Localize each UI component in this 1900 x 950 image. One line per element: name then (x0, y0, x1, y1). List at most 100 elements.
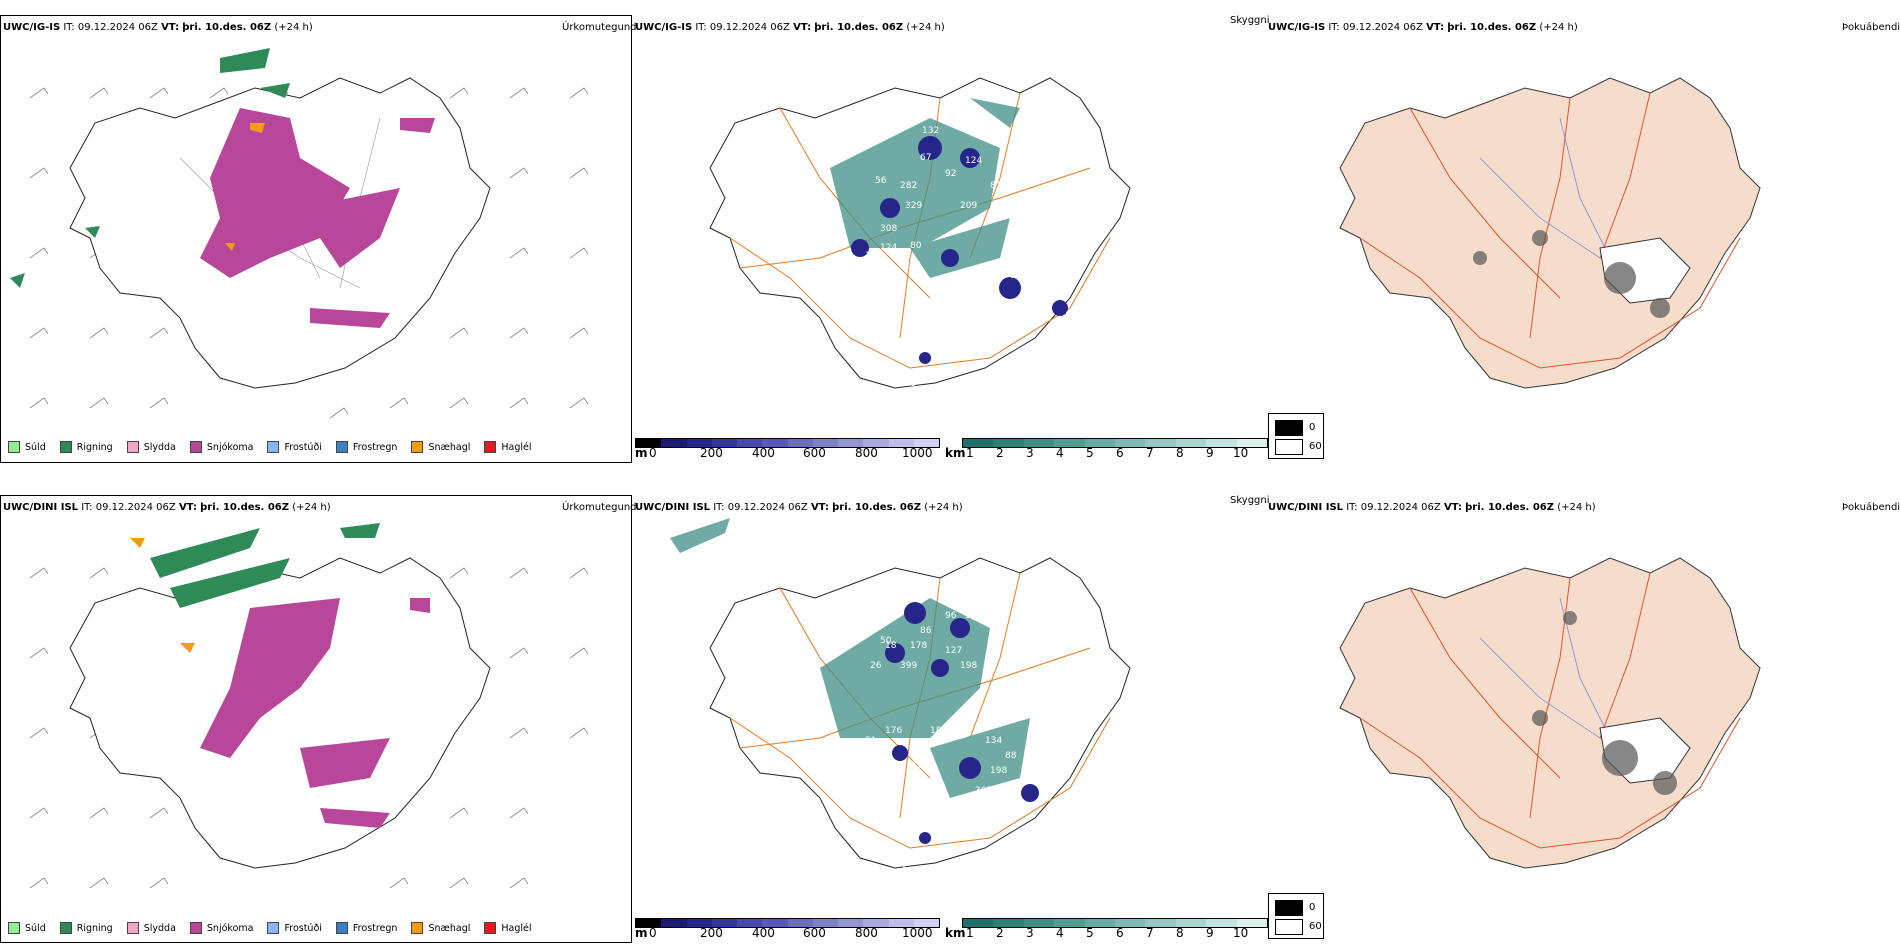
fog-index-areas (1532, 611, 1677, 795)
fog-index-areas (1473, 230, 1670, 318)
legend-item: Snjókoma (189, 922, 253, 934)
wind-barbs (29, 567, 589, 889)
model-name: UWC/IG-IS (3, 22, 61, 33)
legend-item: Frostúði (267, 922, 322, 934)
svg-text:198: 198 (1000, 783, 1017, 793)
terrain-overlap-areas (851, 136, 1068, 364)
svg-text:132: 132 (922, 126, 939, 136)
tick: 0 (649, 446, 657, 460)
svg-text:399: 399 (900, 661, 917, 671)
svg-text:209: 209 (960, 201, 977, 211)
precip-snowpellets (130, 538, 195, 653)
fog-legend-top: 0 60 (1268, 413, 1324, 459)
tick: 8 (1176, 446, 1184, 460)
panel-title-top-fog: UWC/IG-IS IT: 09.12.2024 06Z VT: þri. 10… (1268, 22, 1578, 33)
visibility-value-labels: 70 96 36 86 18 178 127 198 50 26 399 176 182 1348… (865, 596, 1057, 899)
svg-text:96: 96 (945, 611, 957, 621)
fog-legend-bottom: 0 60 (1268, 893, 1324, 939)
panel-type-fog-top: Þokuábendi (1842, 22, 1900, 33)
panel-title-bottom-fog: UWC/DINI ISL IT: 09.12.2024 06Z VT: þri.… (1268, 502, 1596, 513)
tick: 400 (752, 926, 775, 940)
legend-item: Haglél (484, 441, 532, 453)
tick: 6 (1116, 926, 1124, 940)
tick: 3 (1026, 446, 1034, 460)
tick: 6 (1116, 446, 1124, 460)
svg-text:10: 10 (902, 866, 914, 876)
svg-text:182: 182 (930, 726, 947, 736)
svg-text:198: 198 (960, 661, 977, 671)
tick: 9 (1206, 926, 1214, 940)
tick: 800 (855, 926, 878, 940)
tick: 5 (1086, 926, 1094, 940)
svg-text:127: 127 (945, 646, 962, 656)
panel-title-bottom-visibility: UWC/DINI ISL IT: 09.12.2024 06Z VT: þri.… (635, 502, 963, 513)
tick: 7 (1146, 926, 1154, 940)
tick: 4 (1056, 926, 1064, 940)
legend-item: Snæhagl (411, 441, 470, 453)
visibility-unit-top: km (945, 446, 966, 460)
tick: 1 (966, 446, 974, 460)
tick: 200 (700, 926, 723, 940)
svg-text:101: 101 (905, 261, 922, 271)
svg-text:365: 365 (975, 786, 992, 796)
legend-item: Súld (8, 922, 46, 934)
svg-text:308: 308 (880, 224, 897, 234)
precip-map-bottom (29, 523, 589, 889)
panel-type-visibility-bottom: Skyggni (1230, 495, 1270, 506)
tick: 200 (700, 446, 723, 460)
panel-title-top-visibility: UWC/IG-IS IT: 09.12.2024 06Z VT: þri. 10… (635, 22, 945, 33)
tick: 2 (996, 446, 1004, 460)
svg-text:20: 20 (1025, 286, 1037, 296)
svg-text:124: 124 (880, 243, 897, 253)
legend-item: Snæhagl (411, 922, 470, 934)
svg-text:282: 282 (900, 181, 917, 191)
low-visibility-areas (670, 518, 1030, 798)
svg-text:26: 26 (870, 661, 882, 671)
legend-item: Frostúði (267, 441, 322, 453)
svg-text:73: 73 (850, 273, 861, 283)
it-label: IT: (63, 22, 75, 33)
svg-text:819: 819 (990, 181, 1007, 191)
svg-text:161: 161 (1040, 786, 1057, 796)
tick: 2 (996, 926, 1004, 940)
elevation-unit-top: m (635, 446, 648, 460)
tick: 7 (1146, 446, 1154, 460)
legend-item: Frostregn (335, 441, 397, 453)
legend-item: Súld (8, 441, 46, 453)
svg-text:56: 56 (875, 176, 887, 186)
svg-text:70: 70 (970, 596, 982, 606)
it-value: 09.12.2024 06Z (77, 22, 158, 33)
elevation-colorbar-top (635, 438, 940, 448)
svg-text:90: 90 (1010, 271, 1022, 281)
svg-text:92: 92 (945, 169, 956, 179)
svg-text:64: 64 (898, 411, 910, 421)
vt-value: þri. 10.des. 06Z (182, 22, 272, 33)
visibility-map-bottom: 70 96 36 86 18 178 127 198 50 26 399 176 182 1348… (670, 518, 1131, 899)
svg-text:88: 88 (1005, 751, 1017, 761)
svg-text:80: 80 (910, 241, 922, 251)
panel-type-fog-bottom: Þokuábendi (1842, 502, 1900, 513)
svg-text:36: 36 (965, 611, 977, 621)
svg-text:57: 57 (892, 886, 903, 896)
legend-item: Slydda (126, 441, 176, 453)
svg-text:50: 50 (880, 636, 892, 646)
svg-text:31: 31 (910, 761, 921, 771)
svg-text:18: 18 (885, 641, 897, 651)
tick: 3 (1026, 926, 1034, 940)
vt-label: VT: (161, 22, 180, 33)
tick: 5 (1086, 446, 1094, 460)
precip-rain (150, 523, 380, 608)
roads (1359, 572, 1741, 849)
svg-text:67: 67 (920, 153, 931, 163)
legend-item: Haglél (484, 922, 532, 934)
svg-text:73: 73 (917, 889, 928, 899)
low-visibility-areas (830, 98, 1020, 278)
svg-text:124: 124 (965, 156, 982, 166)
fog-map-bottom (1339, 557, 1761, 869)
precip-map-top (10, 48, 589, 419)
precip-snowpellets (225, 123, 265, 251)
tick: 600 (803, 446, 826, 460)
svg-text:176: 176 (885, 726, 902, 736)
visibility-value-labels: 132 67 124 92 819 282 56 329 209 80 117 90 20 124… (850, 126, 1082, 426)
tick: 1000 (902, 446, 933, 460)
